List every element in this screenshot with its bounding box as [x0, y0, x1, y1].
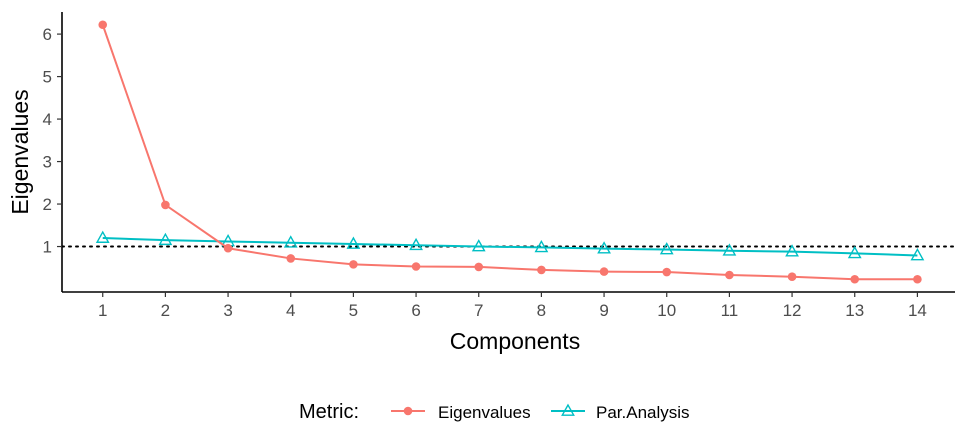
- point-par-analysis: [910, 248, 925, 261]
- legend-marker-triangle: [561, 403, 575, 416]
- legend-title: Metric:: [299, 401, 359, 423]
- y-tick-label: 5: [43, 68, 52, 87]
- point-eigenvalues: [98, 20, 108, 30]
- point-eigenvalues: [474, 262, 484, 272]
- point-par-analysis: [95, 230, 110, 243]
- series-layer: [95, 20, 925, 284]
- point-par-analysis: [283, 235, 298, 248]
- series-line-eigenvalues: [101, 24, 918, 281]
- x-tick-label: 13: [845, 301, 864, 320]
- x-tick-label: 14: [908, 301, 927, 320]
- point-par-analysis: [346, 236, 361, 249]
- point-eigenvalues: [286, 254, 296, 263]
- x-tick-label: 9: [599, 301, 608, 320]
- legend-item-eigenvalues: Eigenvalues: [391, 403, 531, 422]
- y-tick-label: 1: [43, 238, 52, 257]
- point-eigenvalues: [787, 272, 797, 282]
- x-tick-label: 11: [721, 301, 739, 320]
- x-tick-label: 1: [98, 301, 107, 320]
- point-par-analysis: [847, 245, 862, 259]
- point-eigenvalues: [599, 267, 609, 276]
- point-eigenvalues: [725, 270, 734, 280]
- point-par-analysis: [409, 237, 423, 251]
- y-tick-label: 3: [43, 153, 52, 172]
- legend-label: Eigenvalues: [438, 403, 531, 422]
- point-par-analysis: [158, 232, 173, 246]
- point-eigenvalues: [662, 267, 672, 277]
- series-line-par-analysis: [102, 237, 918, 257]
- x-tick-label: 3: [223, 301, 232, 320]
- x-tick-label: 4: [286, 301, 295, 320]
- legend-label: Par.Analysis: [596, 403, 690, 422]
- y-axis: 1 2 3 4 5 6: [43, 12, 63, 292]
- point-eigenvalues: [223, 243, 233, 253]
- point-eigenvalues: [161, 200, 170, 210]
- x-tick-label: 12: [783, 301, 802, 320]
- point-eigenvalues: [411, 262, 421, 271]
- legend-item-par-analysis: Par.Analysis: [551, 403, 690, 422]
- y-tick-label: 6: [43, 25, 52, 44]
- point-par-analysis: [597, 241, 611, 254]
- point-par-analysis: [534, 239, 549, 253]
- point-par-analysis: [659, 242, 674, 255]
- x-axis: 1 2 3 4 5 6 7 8 9 10 11 12 13 14: [62, 291, 955, 320]
- point-eigenvalues: [913, 274, 922, 284]
- x-tick-label: 5: [349, 301, 358, 320]
- y-axis-title: Eigenvalues: [7, 89, 33, 214]
- legend-marker-circle: [403, 406, 413, 416]
- x-tick-label: 6: [411, 301, 420, 320]
- x-tick-label: 7: [474, 301, 483, 320]
- point-eigenvalues: [349, 260, 358, 269]
- x-axis-title: Components: [450, 328, 580, 354]
- x-tick-label: 2: [161, 301, 170, 320]
- point-par-analysis: [722, 243, 737, 256]
- y-tick-label: 2: [43, 195, 52, 214]
- point-par-analysis: [785, 244, 799, 257]
- point-par-analysis: [471, 239, 486, 252]
- point-eigenvalues: [537, 265, 546, 275]
- point-eigenvalues: [850, 274, 860, 284]
- y-tick-label: 4: [43, 110, 52, 129]
- x-tick-label: 8: [537, 301, 546, 320]
- legend: Metric: Eigenvalues Par.Analysis: [299, 401, 690, 423]
- x-tick-label: 10: [657, 301, 676, 320]
